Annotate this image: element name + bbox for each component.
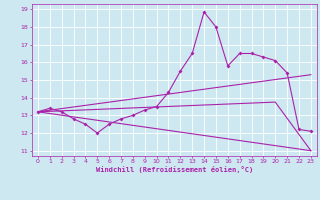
X-axis label: Windchill (Refroidissement éolien,°C): Windchill (Refroidissement éolien,°C) <box>96 166 253 173</box>
